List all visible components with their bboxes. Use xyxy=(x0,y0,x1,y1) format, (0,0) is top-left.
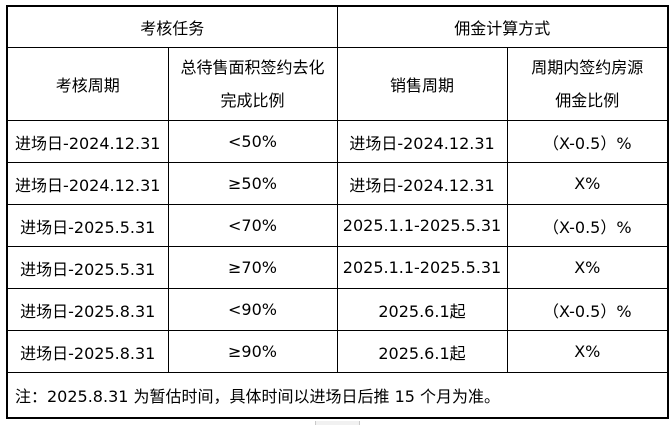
table-row: 进场日-2024.12.31 ≥50% 进场日-2024.12.31 X% xyxy=(6,162,669,205)
table-row: 进场日-2025.8.31 ≥90% 2025.6.1起 X% xyxy=(6,330,669,373)
cell-completion-ratio: ≥70% xyxy=(167,246,338,289)
cell-commission: X% xyxy=(506,330,669,373)
cell-sales-period: 2025.1.1-2025.5.31 xyxy=(336,204,508,247)
cell-sales-period: 进场日-2024.12.31 xyxy=(336,162,508,205)
cell-assessment-period: 进场日-2024.12.31 xyxy=(6,162,169,205)
table-row: 进场日-2024.12.31 <50% 进场日-2024.12.31 （X-0.… xyxy=(6,120,669,163)
cell-commission: （X-0.5）% xyxy=(506,288,669,331)
cell-completion-ratio: <50% xyxy=(167,120,338,163)
header-completion-ratio: 总待售面积签约去化 完成比例 xyxy=(167,47,338,121)
header-row-columns: 考核周期 总待售面积签约去化 完成比例 销售周期 周期内签约房源 佣金比例 xyxy=(6,47,669,121)
cell-commission: X% xyxy=(506,162,669,205)
table-row: 进场日-2025.8.31 <90% 2025.6.1起 （X-0.5）% xyxy=(6,288,669,331)
header-row-groups: 考核任务 佣金计算方式 xyxy=(6,5,669,48)
table-row: 进场日-2025.5.31 ≥70% 2025.1.1-2025.5.31 X% xyxy=(6,246,669,289)
cell-sales-period: 2025.1.1-2025.5.31 xyxy=(336,246,508,289)
header-commission-ratio: 周期内签约房源 佣金比例 xyxy=(506,47,669,121)
header-assessment-period: 考核周期 xyxy=(6,47,169,121)
cell-sales-period: 2025.6.1起 xyxy=(336,288,508,331)
cell-commission: X% xyxy=(506,246,669,289)
cell-assessment-period: 进场日-2024.12.31 xyxy=(6,120,169,163)
cell-sales-period: 进场日-2024.12.31 xyxy=(336,120,508,163)
commission-assessment-table: 考核任务 佣金计算方式 考核周期 总待售面积签约去化 完成比例 销售周期 周期内… xyxy=(6,5,670,419)
scrollbar-thumb[interactable] xyxy=(315,421,360,425)
cell-commission: （X-0.5）% xyxy=(506,204,669,247)
header-completion-ratio-line1: 总待售面积签约去化 xyxy=(180,58,325,77)
cell-commission: （X-0.5）% xyxy=(506,120,669,163)
cell-sales-period: 2025.6.1起 xyxy=(336,330,508,373)
note-text: 注：2025.8.31 为暂估时间，具体时间以进场日后推 15 个月为准。 xyxy=(6,372,669,419)
cell-completion-ratio: <90% xyxy=(167,288,338,331)
table-row: 进场日-2025.5.31 <70% 2025.1.1-2025.5.31 （X… xyxy=(6,204,669,247)
header-assessment-task: 考核任务 xyxy=(6,5,338,48)
cell-completion-ratio: ≥90% xyxy=(167,330,338,373)
cell-completion-ratio: ≥50% xyxy=(167,162,338,205)
table-note-row: 注：2025.8.31 为暂估时间，具体时间以进场日后推 15 个月为准。 xyxy=(6,372,669,419)
cell-assessment-period: 进场日-2025.8.31 xyxy=(6,330,169,373)
cell-assessment-period: 进场日-2025.5.31 xyxy=(6,246,169,289)
cell-assessment-period: 进场日-2025.5.31 xyxy=(6,204,169,247)
header-sales-period: 销售周期 xyxy=(336,47,508,121)
header-commission-ratio-line1: 周期内签约房源 xyxy=(531,58,644,77)
header-completion-ratio-line2: 完成比例 xyxy=(220,91,285,110)
header-commission-method: 佣金计算方式 xyxy=(336,5,669,48)
cell-assessment-period: 进场日-2025.8.31 xyxy=(6,288,169,331)
cell-completion-ratio: <70% xyxy=(167,204,338,247)
header-commission-ratio-line2: 佣金比例 xyxy=(555,91,620,110)
